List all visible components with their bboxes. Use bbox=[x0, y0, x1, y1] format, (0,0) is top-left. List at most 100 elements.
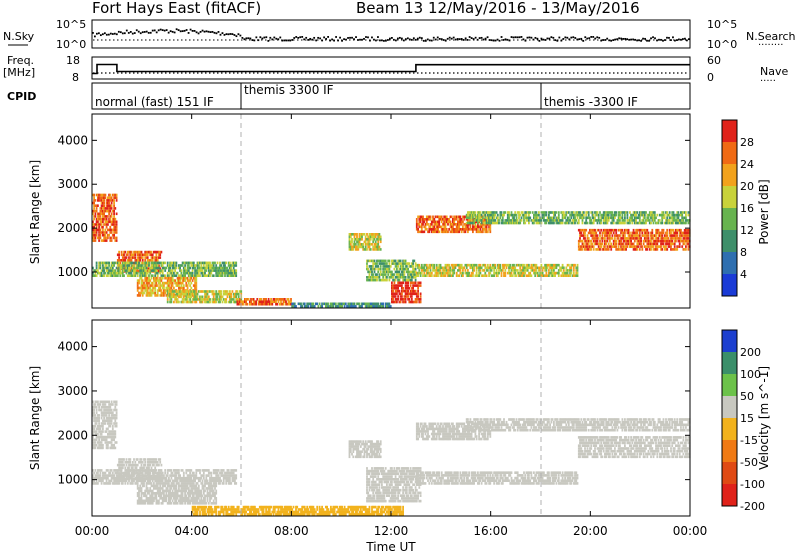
heatmap-cell bbox=[396, 265, 398, 268]
heatmap-cell bbox=[175, 281, 178, 285]
heatmap-cell bbox=[519, 221, 522, 225]
heatmap-cell bbox=[438, 220, 441, 224]
heatmap-cell bbox=[609, 231, 611, 235]
heatmap-cell bbox=[366, 233, 368, 236]
heatmap-cell bbox=[557, 271, 560, 275]
noise-sample bbox=[558, 36, 561, 39]
heatmap-cell bbox=[605, 221, 608, 225]
heatmap-cell bbox=[590, 211, 593, 214]
heatmap-cell bbox=[204, 269, 206, 272]
heatmap-cell bbox=[553, 271, 555, 275]
heatmap-cell bbox=[582, 234, 585, 237]
heatmap-cell bbox=[95, 419, 98, 423]
heatmap-cell bbox=[465, 263, 468, 267]
noise-sample bbox=[281, 39, 284, 42]
heatmap-cell bbox=[398, 267, 401, 271]
heatmap-cell bbox=[624, 228, 626, 232]
heatmap-cell bbox=[419, 295, 422, 298]
heatmap-cell bbox=[407, 273, 409, 276]
heatmap-cell bbox=[154, 276, 157, 280]
heatmap-cell bbox=[683, 216, 686, 220]
heatmap-cell bbox=[189, 284, 191, 287]
noise-sample bbox=[355, 36, 357, 39]
noise-sample bbox=[271, 38, 274, 41]
heatmap-cell bbox=[206, 274, 209, 277]
heatmap-cell bbox=[528, 271, 530, 275]
heatmap-cell bbox=[615, 245, 618, 248]
heatmap-cell bbox=[488, 211, 490, 214]
heatmap-cell bbox=[361, 235, 363, 239]
heatmap-cell bbox=[201, 261, 204, 265]
heatmap-cell bbox=[616, 219, 619, 222]
heatmap-cell bbox=[232, 298, 235, 301]
heatmap-cell bbox=[133, 250, 135, 254]
noise-sample bbox=[582, 39, 585, 42]
noise-sample bbox=[221, 32, 224, 35]
heatmap-cell bbox=[244, 298, 246, 301]
heatmap-cell bbox=[402, 265, 404, 268]
heatmap-cell bbox=[191, 290, 194, 293]
heatmap-cell bbox=[620, 245, 622, 248]
heatmap-cell bbox=[635, 231, 637, 235]
heatmap-cell bbox=[205, 300, 208, 304]
noise-sample bbox=[275, 37, 278, 40]
heatmap-cell bbox=[312, 302, 315, 306]
heatmap-cell bbox=[504, 269, 507, 272]
heatmap-cell bbox=[610, 228, 613, 232]
heatmap-cell bbox=[449, 269, 452, 272]
heatmap-cell bbox=[525, 274, 528, 277]
heatmap-cell bbox=[382, 305, 385, 308]
heatmap-cell bbox=[686, 228, 689, 232]
heatmap-cell bbox=[148, 279, 150, 282]
heatmap-cell bbox=[351, 248, 353, 251]
heatmap-cell bbox=[133, 458, 135, 461]
heatmap-cell bbox=[224, 300, 226, 304]
heatmap-cell bbox=[226, 266, 229, 270]
heatmap-cell bbox=[453, 223, 456, 226]
heatmap-cell bbox=[181, 261, 184, 265]
heatmap-cell bbox=[159, 294, 162, 297]
heatmap-cell bbox=[196, 274, 199, 277]
heatmap-cell bbox=[479, 269, 482, 272]
heatmap-cell bbox=[581, 248, 584, 251]
heatmap-cell bbox=[590, 248, 593, 251]
heatmap-cell bbox=[453, 228, 456, 231]
heatmap-cell bbox=[668, 216, 671, 220]
heatmap-cell bbox=[559, 219, 561, 222]
heatmap-cell bbox=[595, 237, 598, 240]
heatmap-cell bbox=[637, 234, 640, 237]
heatmap-cell bbox=[579, 245, 581, 248]
heatmap-cell bbox=[572, 213, 575, 217]
heatmap-cell bbox=[100, 411, 103, 414]
heatmap-cell bbox=[190, 295, 193, 299]
heatmap-cell bbox=[506, 271, 509, 275]
heatmap-cell bbox=[173, 271, 175, 275]
heatmap-cell bbox=[374, 276, 377, 279]
heatmap-cell bbox=[433, 266, 436, 270]
heatmap-cell bbox=[665, 231, 667, 235]
heatmap-cell bbox=[234, 271, 236, 275]
heatmap-cell bbox=[488, 221, 490, 225]
heatmap-cell bbox=[388, 265, 391, 268]
heatmap-cell bbox=[627, 219, 630, 222]
colorbar-tick-label: 4 bbox=[740, 268, 747, 281]
heatmap-cell bbox=[412, 292, 414, 296]
heatmap-cell bbox=[629, 211, 631, 214]
heatmap-cell bbox=[383, 270, 386, 274]
heatmap-cell bbox=[661, 216, 664, 220]
heatmap-cell bbox=[303, 302, 306, 306]
heatmap-cell bbox=[92, 414, 94, 417]
heatmap-cell bbox=[470, 221, 473, 225]
heatmap-cell bbox=[237, 295, 240, 299]
heatmap-cell bbox=[108, 233, 110, 237]
heatmap-cell bbox=[579, 239, 581, 243]
heatmap-cell bbox=[176, 279, 179, 282]
noise-sample bbox=[339, 36, 341, 39]
heatmap-cell bbox=[526, 269, 529, 272]
heatmap-cell bbox=[343, 302, 346, 306]
heatmap-cell bbox=[166, 274, 169, 277]
noise-sample bbox=[241, 37, 244, 39]
heatmap-cell bbox=[107, 441, 109, 444]
heatmap-cell bbox=[123, 256, 125, 259]
heatmap-cell bbox=[575, 211, 578, 214]
